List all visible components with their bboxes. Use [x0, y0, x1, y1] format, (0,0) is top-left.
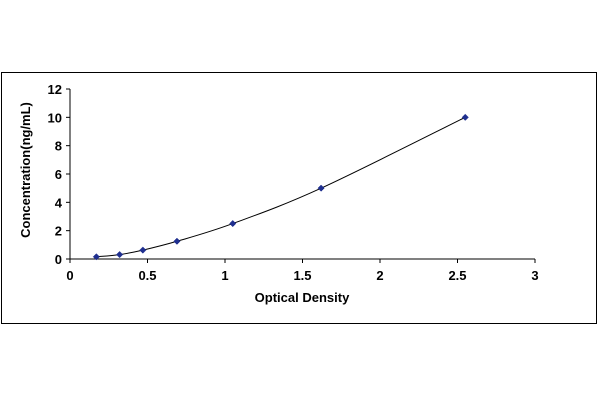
x-tick-label: 0	[66, 268, 73, 283]
y-tick-label: 4	[55, 195, 63, 210]
x-tick-label: 1	[221, 268, 228, 283]
x-tick-label: 3	[531, 268, 538, 283]
data-point-marker	[461, 113, 469, 121]
x-tick-label: 2.5	[448, 268, 466, 283]
data-point-marker	[229, 220, 237, 228]
x-tick-label: 2	[376, 268, 383, 283]
data-point-marker	[139, 246, 147, 254]
y-tick-label: 6	[55, 167, 62, 182]
y-tick-label: 2	[55, 224, 62, 239]
data-point-marker	[116, 251, 124, 259]
x-tick-label: 1.5	[293, 268, 311, 283]
x-tick-label: 0.5	[138, 268, 156, 283]
y-tick-label: 0	[55, 252, 62, 267]
y-tick-label: 10	[48, 110, 62, 125]
y-axis-title: Concentration(ng/mL)	[18, 102, 33, 238]
data-point-marker	[317, 184, 325, 192]
series-line	[96, 116, 466, 258]
y-tick-label: 8	[55, 139, 62, 154]
y-tick-label: 12	[48, 82, 62, 97]
data-point-marker	[92, 253, 100, 261]
x-axis-title: Optical Density	[255, 290, 350, 305]
data-point-marker	[173, 237, 181, 245]
